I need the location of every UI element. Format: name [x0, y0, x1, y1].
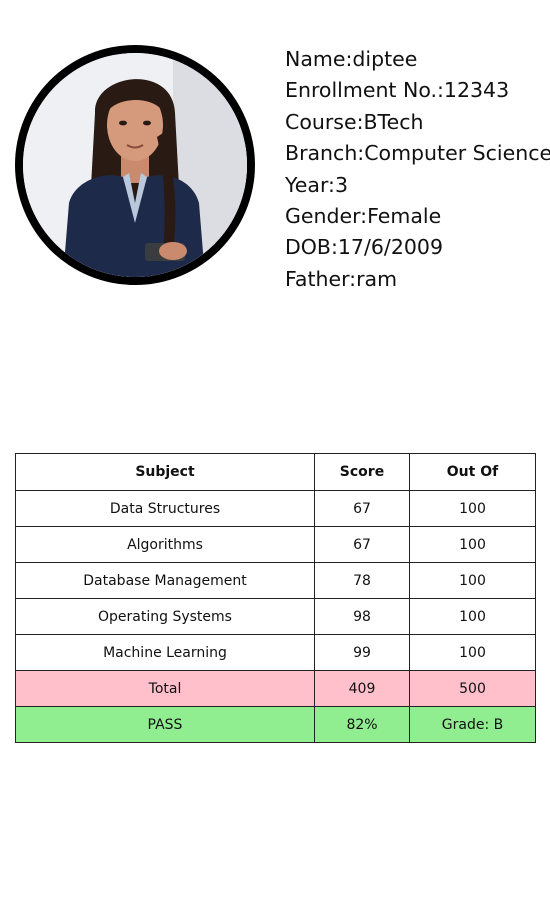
score-cell: 99	[314, 634, 410, 671]
score-cell: 98	[314, 598, 410, 635]
marks-table: Subject Score Out Of Data Structures 67 …	[15, 453, 536, 743]
out-of-cell: 100	[409, 526, 536, 563]
header-score: Score	[314, 453, 410, 491]
percentage: 82%	[314, 706, 410, 743]
subject-cell: Data Structures	[15, 490, 315, 527]
out-of-cell: 100	[409, 634, 536, 671]
score-cell: 67	[314, 490, 410, 527]
result-row: PASS 82% Grade: B	[15, 706, 536, 743]
score-cell: 78	[314, 562, 410, 599]
subject-cell: Operating Systems	[15, 598, 315, 635]
branch: Branch:Computer Science	[285, 141, 550, 166]
total-score: 409	[314, 670, 410, 707]
total-out-of: 500	[409, 670, 536, 707]
header-out-of: Out Of	[409, 453, 536, 491]
pass-status: PASS	[15, 706, 315, 743]
date-of-birth: DOB:17/6/2009	[285, 235, 444, 260]
grade: Grade: B	[409, 706, 536, 743]
table-row: Data Structures 67 100	[15, 490, 536, 527]
father-name: Father:ram	[285, 266, 398, 291]
profile-photo-frame	[15, 45, 255, 285]
table-row: Machine Learning 99 100	[15, 634, 536, 671]
out-of-cell: 100	[409, 598, 536, 635]
student-details: Name:diptee Enrollment No.:12343 Course:…	[285, 44, 550, 295]
subject-cell: Database Management	[15, 562, 315, 599]
out-of-cell: 100	[409, 490, 536, 527]
score-cell: 67	[314, 526, 410, 563]
student-name: Name:diptee	[285, 47, 418, 71]
enrollment-number: Enrollment No.:12343	[285, 78, 510, 103]
header-subject: Subject	[15, 453, 315, 491]
table-row: Database Management 78 100	[15, 562, 536, 599]
table-row: Operating Systems 98 100	[15, 598, 536, 635]
gender: Gender:Female	[285, 204, 442, 229]
table-header-row: Subject Score Out Of	[15, 453, 536, 491]
table-row: Algorithms 67 100	[15, 526, 536, 563]
year: Year:3	[285, 172, 348, 197]
course: Course:BTech	[285, 109, 424, 134]
out-of-cell: 100	[409, 562, 536, 599]
subject-cell: Machine Learning	[15, 634, 315, 671]
profile-photo	[23, 53, 247, 277]
total-row: Total 409 500	[15, 670, 536, 707]
subject-cell: Algorithms	[15, 526, 315, 563]
student-portrait-image	[23, 53, 247, 277]
total-label: Total	[15, 670, 315, 707]
